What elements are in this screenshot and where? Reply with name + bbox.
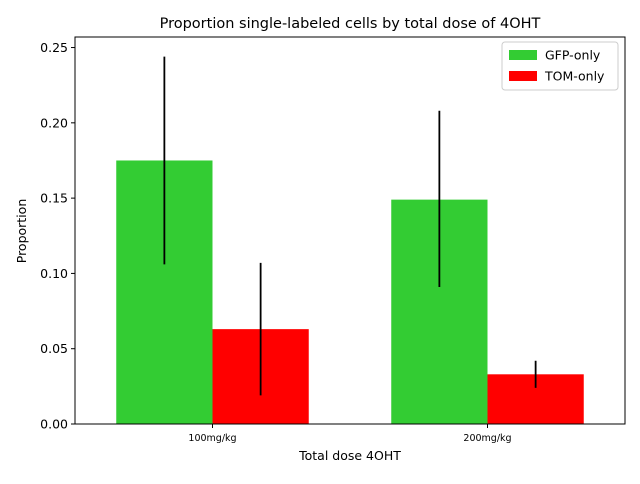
y-tick-label-1: 0.05	[40, 341, 68, 356]
legend-swatch-gfp-only	[509, 50, 537, 60]
y-tick-label-0: 0.00	[40, 417, 68, 432]
x-tick-label-0: 100mg/kg	[188, 433, 236, 444]
x-axis: 100mg/kg 200mg/kg	[188, 424, 512, 444]
y-tick-label-3: 0.15	[40, 191, 68, 206]
legend-label-tom-only: TOM-only	[544, 69, 605, 84]
x-axis-label: Total dose 4OHT	[298, 448, 401, 463]
plot-frame	[74, 36, 626, 425]
legend-swatch-tom-only	[509, 71, 537, 81]
y-tick-label-5: 0.25	[40, 40, 68, 55]
y-axis-label: Proportion	[14, 199, 29, 264]
error-bars-layer	[163, 56, 537, 396]
x-tick-label-1: 200mg/kg	[463, 433, 511, 444]
legend: GFP-only TOM-only	[501, 41, 619, 91]
y-tick-label-2: 0.10	[40, 266, 68, 281]
y-tick-label-4: 0.20	[40, 115, 68, 130]
legend-label-gfp-only: GFP-only	[545, 48, 601, 63]
chart-title: Proportion single-labeled cells by total…	[160, 16, 541, 32]
y-axis: 0.00 0.05 0.10 0.15 0.20 0.25	[40, 40, 75, 432]
